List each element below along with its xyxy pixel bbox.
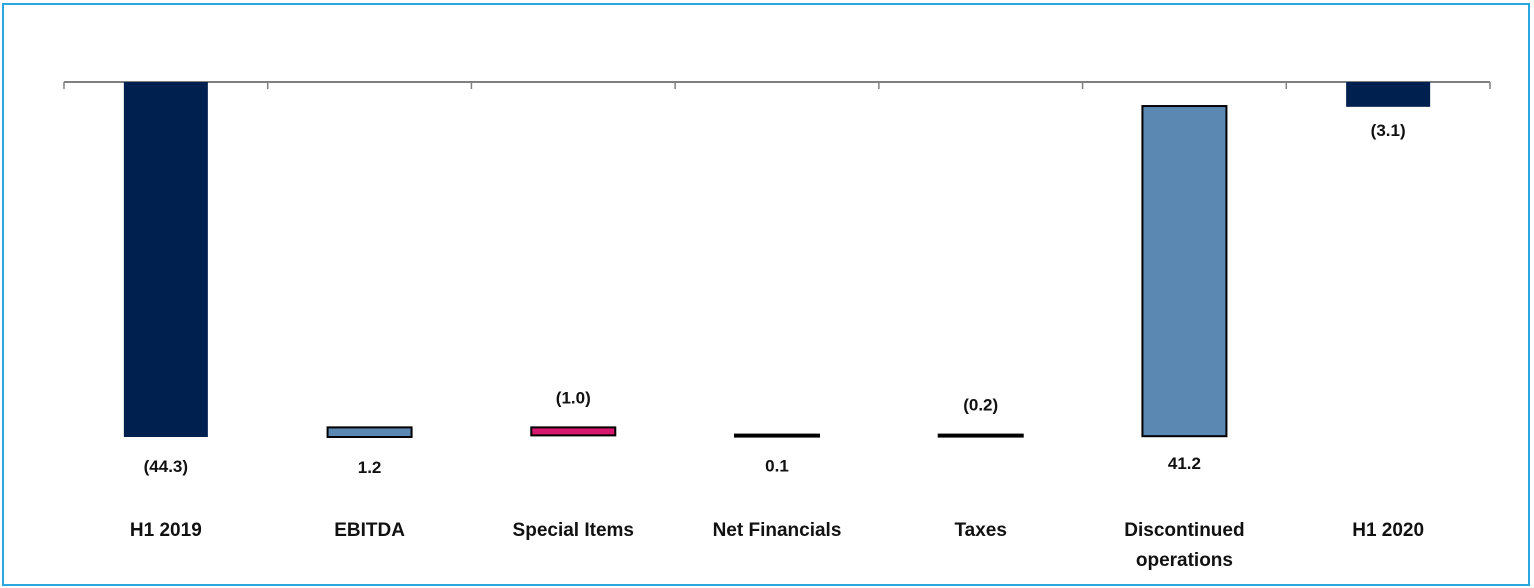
- data-label: (0.2): [963, 396, 998, 415]
- category-label: Taxes: [954, 520, 1006, 541]
- data-label: (3.1): [1371, 121, 1406, 140]
- chart-frame: [2, 3, 1530, 586]
- bar-h1-2020: [1346, 82, 1431, 107]
- category-label: H1 2020: [1352, 520, 1424, 541]
- bar-net-financials: [734, 433, 820, 438]
- bar-h1-2019: [123, 82, 208, 437]
- category-label: Discontinued: [1124, 520, 1244, 541]
- bar-special-items: [530, 426, 617, 437]
- category-label: Special Items: [513, 520, 634, 541]
- data-label: (1.0): [556, 388, 591, 407]
- category-label: EBITDA: [334, 520, 405, 541]
- category-label: H1 2019: [130, 520, 202, 541]
- bar-taxes: [937, 433, 1024, 438]
- bar-ebitda: [326, 426, 413, 439]
- bar-discontinued-operations: [1141, 105, 1228, 438]
- data-label: 41.2: [1168, 454, 1201, 473]
- category-label: Net Financials: [713, 520, 842, 541]
- data-label: 1.2: [358, 458, 382, 477]
- data-label: 0.1: [765, 456, 789, 475]
- data-label: (44.3): [144, 457, 188, 476]
- category-label: operations: [1136, 550, 1233, 571]
